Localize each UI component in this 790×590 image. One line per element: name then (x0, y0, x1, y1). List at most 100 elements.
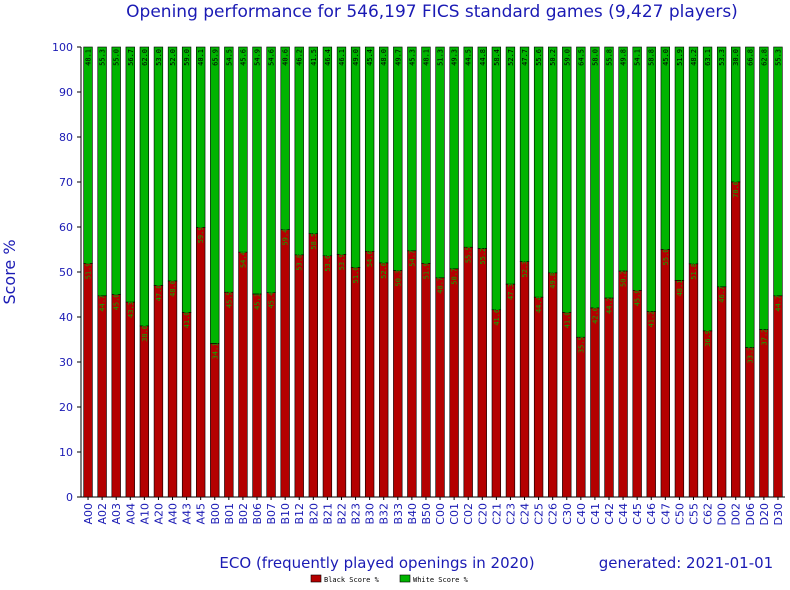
data-label-white-B21: 46.4 (324, 49, 332, 66)
x-tick-label-C30: C30 (561, 503, 574, 525)
data-label-black-C02: 55.5 (465, 246, 473, 263)
y-tick-label: 80 (59, 131, 73, 144)
bar-white-C45 (632, 46, 642, 291)
data-label-white-B22: 46.1 (338, 49, 346, 66)
x-tick-label-C50: C50 (673, 503, 686, 525)
data-label-white-D00: 53.3 (718, 49, 726, 66)
data-label-black-B50: 51.9 (422, 262, 430, 279)
data-label-black-B40: 54.7 (408, 250, 416, 267)
bar-black-C40 (576, 336, 586, 498)
data-label-white-A04: 56.7 (127, 49, 135, 66)
bar-white-B07 (266, 46, 276, 293)
x-tick-label-C55: C55 (687, 503, 700, 525)
x-tick-label-B21: B21 (321, 503, 334, 525)
data-label-black-B30: 54.6 (366, 250, 374, 267)
bar-white-D02 (731, 46, 741, 183)
bar-black-C62 (702, 330, 713, 498)
data-label-black-D02: 70.0 (732, 181, 740, 198)
bar-black-C21 (491, 309, 502, 498)
x-tick-label-C42: C42 (603, 503, 616, 525)
data-label-black-C23: 47.3 (507, 283, 515, 300)
bar-black-C55 (688, 263, 699, 498)
bar-black-B01 (224, 291, 234, 498)
data-label-white-C24: 47.7 (521, 49, 529, 66)
bar-white-C50 (674, 46, 685, 281)
x-axis-label: ECO (frequently played openings in 2020) (219, 554, 534, 572)
bar-white-A02 (97, 46, 107, 297)
x-tick-label-C00: C00 (434, 503, 447, 525)
data-label-white-C21: 58.4 (493, 49, 501, 66)
bar-white-A43 (181, 46, 192, 313)
x-tick-label-B02: B02 (237, 503, 250, 525)
bar-black-A00 (83, 263, 93, 498)
data-label-white-B30: 45.4 (366, 49, 374, 66)
y-tick-label: 60 (59, 221, 73, 234)
data-label-black-C44: 50.2 (620, 270, 628, 287)
bar-white-D20 (759, 46, 769, 330)
x-tick-label-C02: C02 (462, 503, 475, 525)
y-tick-label: 30 (59, 356, 73, 369)
data-label-black-B01: 45.5 (225, 291, 233, 308)
data-label-black-D00: 46.7 (718, 286, 726, 303)
bar-white-A03 (111, 46, 121, 295)
y-tick-label: 100 (52, 41, 73, 54)
data-label-white-B00: 65.9 (211, 49, 219, 66)
bar-white-C25 (533, 46, 544, 298)
data-label-black-A02: 44.7 (99, 295, 107, 312)
bar-black-C30 (562, 312, 572, 498)
bar-black-D00 (716, 286, 727, 498)
bar-white-C02 (463, 46, 473, 248)
data-label-white-D20: 62.8 (760, 49, 768, 66)
x-tick-label-B30: B30 (364, 503, 377, 525)
x-tick-label-A40: A40 (167, 503, 180, 525)
data-label-white-B01: 54.5 (225, 49, 233, 66)
bar-black-A10 (139, 325, 150, 498)
data-label-white-D02: 30.0 (732, 49, 740, 66)
y-tick-label: 0 (66, 491, 73, 504)
x-tick-label-D02: D02 (730, 503, 743, 525)
bar-white-A40 (167, 46, 178, 282)
bar-white-D00 (716, 46, 727, 288)
bar-white-B02 (238, 46, 248, 253)
x-tick-label-C47: C47 (659, 503, 672, 525)
data-label-white-D06: 66.8 (746, 49, 754, 66)
x-tick-label-A04: A04 (124, 503, 137, 525)
bar-white-B12 (294, 46, 304, 256)
bar-white-B33 (393, 46, 403, 271)
bar-white-A04 (125, 46, 135, 303)
data-label-white-B02: 45.6 (239, 49, 247, 66)
bar-white-C44 (618, 46, 628, 272)
bar-white-D30 (773, 46, 783, 297)
data-label-white-B06: 54.9 (254, 49, 262, 66)
data-label-black-B06: 45.1 (254, 293, 262, 310)
data-label-white-C20: 44.8 (479, 49, 487, 66)
data-label-white-C40: 64.5 (577, 49, 585, 66)
data-label-white-C42: 55.8 (606, 49, 614, 66)
bar-white-C26 (548, 46, 558, 274)
x-tick-label-A02: A02 (96, 503, 109, 525)
x-tick-label-B00: B00 (209, 503, 222, 525)
data-label-white-C25: 55.6 (535, 49, 543, 66)
bar-black-C26 (548, 272, 558, 498)
x-tick-label-B07: B07 (265, 503, 278, 525)
x-tick-label-C44: C44 (617, 503, 630, 525)
bar-white-B22 (336, 46, 347, 255)
data-label-white-C46: 58.8 (648, 49, 656, 66)
data-label-black-C24: 52.3 (521, 261, 529, 278)
bar-black-B02 (238, 251, 248, 498)
x-tick-label-B01: B01 (223, 503, 236, 525)
bar-black-A04 (125, 301, 135, 498)
data-label-white-B50: 48.1 (422, 49, 430, 66)
bar-black-B12 (294, 254, 304, 498)
x-tick-label-B23: B23 (350, 503, 363, 525)
bar-white-A20 (153, 46, 164, 286)
bar-white-B40 (407, 46, 417, 252)
bar-white-B00 (210, 46, 220, 344)
data-label-black-B12: 53.8 (296, 254, 304, 271)
data-label-black-A04: 43.3 (127, 301, 135, 318)
data-label-black-B20: 58.5 (310, 233, 318, 250)
bar-white-C24 (519, 46, 530, 262)
bar-white-A10 (139, 46, 150, 327)
data-label-black-B22: 53.9 (338, 253, 346, 270)
